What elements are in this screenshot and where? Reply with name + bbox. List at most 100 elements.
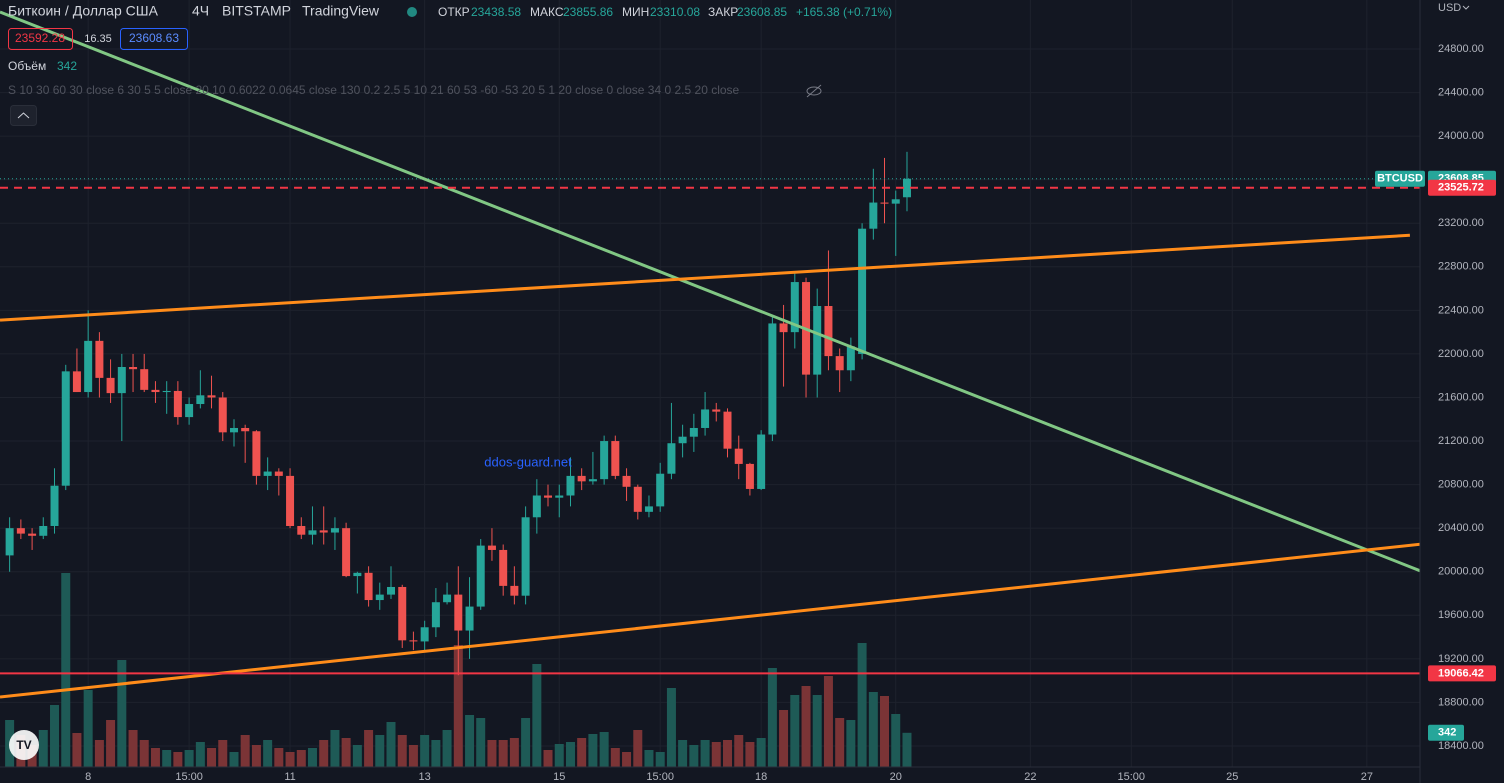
- y-tick-label: 24000.00: [1438, 130, 1484, 142]
- candle-body: [28, 533, 37, 536]
- volume-bar: [251, 745, 261, 767]
- candle-body: [229, 427, 238, 433]
- volume-bar: [532, 664, 542, 767]
- hide-icon[interactable]: [806, 84, 822, 98]
- volume-bar: [689, 745, 699, 767]
- candle-body: [813, 306, 822, 375]
- candle-body: [566, 475, 575, 496]
- volume-bar: [835, 718, 845, 767]
- candle-body: [398, 586, 407, 641]
- volume-bar: [846, 720, 856, 767]
- candle-body: [218, 397, 227, 433]
- y-tick-label: 18800.00: [1438, 696, 1484, 708]
- level-label: 23525.72: [1438, 182, 1484, 194]
- candle-body: [611, 441, 620, 476]
- candle-body: [790, 282, 799, 333]
- volume-bar: [622, 752, 632, 767]
- volume-bar: [352, 745, 362, 767]
- volume-bar: [880, 696, 890, 767]
- candle-body: [633, 486, 642, 512]
- y-tick-label: 18400.00: [1438, 740, 1484, 752]
- candle-body: [319, 530, 328, 533]
- logo[interactable]: [9, 730, 39, 760]
- candle-body: [387, 586, 396, 595]
- candle-body: [106, 377, 115, 394]
- candle-body: [420, 627, 429, 642]
- volume-bar: [229, 752, 239, 767]
- candle-body: [263, 471, 272, 476]
- candle-body: [577, 475, 586, 482]
- ask[interactable]: 23608.63: [129, 31, 179, 45]
- trend-line: [0, 233, 1410, 322]
- candle-body: [521, 517, 530, 596]
- volume-bar: [509, 738, 519, 767]
- y-tick-label: 19200.00: [1438, 653, 1484, 665]
- volume-bar: [577, 738, 587, 767]
- candle-body: [891, 199, 900, 204]
- indicator: S 10 30 60 30 close 6 30 5 5 close 20 10…: [8, 83, 740, 97]
- candle-body: [95, 340, 104, 378]
- candle-body: [140, 369, 149, 390]
- volume-bar: [453, 645, 463, 767]
- x-tick-label: 27: [1361, 771, 1373, 783]
- candle-body: [588, 479, 597, 482]
- candle-body: [510, 585, 519, 596]
- y-tick-label: 21600.00: [1438, 391, 1484, 403]
- volume-bar: [521, 718, 531, 767]
- ticker-label: BTCUSD: [1377, 173, 1423, 185]
- candle-body: [779, 323, 788, 333]
- candle-body: [712, 409, 721, 412]
- close-value: 23608.85: [737, 5, 787, 19]
- open-label: ОТКР: [438, 5, 470, 19]
- candle-body: [50, 485, 59, 526]
- candle-body: [241, 427, 250, 432]
- volume-bar: [465, 715, 475, 767]
- y-tick-label: 24800.00: [1438, 43, 1484, 55]
- volume-bar: [83, 690, 93, 767]
- volume-bar: [364, 730, 374, 767]
- low-label: МИН: [622, 5, 649, 19]
- candle-body: [689, 427, 698, 437]
- collapse-button[interactable]: [10, 105, 37, 126]
- y-tick-label: 24400.00: [1438, 86, 1484, 98]
- bid[interactable]: 23592.28: [15, 31, 65, 45]
- y-tick-label: 22400.00: [1438, 304, 1484, 316]
- candle-body: [443, 594, 452, 603]
- candle-body: [39, 525, 48, 536]
- candle-body: [902, 178, 911, 198]
- volume-bar: [644, 750, 654, 767]
- volume-bar: [633, 730, 643, 767]
- volume-bar: [218, 740, 228, 767]
- volume-tag-label: 342: [1438, 727, 1456, 739]
- ask-box[interactable]: [120, 28, 188, 50]
- candle-body: [84, 340, 93, 393]
- x-tick-label: 15: [553, 771, 565, 783]
- candle-body: [364, 572, 373, 601]
- volume-bar: [38, 730, 48, 767]
- candle-body: [476, 545, 485, 607]
- bid-box[interactable]: [8, 28, 73, 50]
- x-tick-label: 15:00: [1118, 771, 1146, 783]
- volume-bar: [307, 748, 317, 767]
- volume-bar: [857, 643, 867, 767]
- candle-body: [454, 594, 463, 631]
- candle-body: [499, 549, 508, 586]
- volume-bar: [341, 738, 351, 767]
- candle-body: [274, 471, 283, 476]
- candle-body: [375, 594, 384, 601]
- currency[interactable]: USD: [1438, 2, 1461, 14]
- legend-header: Биткоин / Доллар США 4Ч BITSTAMP Trading…: [8, 2, 1470, 760]
- volume-bar: [330, 730, 340, 767]
- volume-bar: [891, 714, 901, 767]
- volume-bar: [700, 740, 710, 767]
- volume-bar: [162, 750, 172, 767]
- logo-mark: TV: [16, 738, 31, 752]
- volume-bar: [139, 740, 149, 767]
- volume-bar: [801, 686, 811, 767]
- candle-body: [308, 530, 317, 535]
- interval: 4Ч: [192, 3, 209, 19]
- candle-body: [734, 448, 743, 464]
- high-label: МАКС: [530, 5, 564, 19]
- volume-bar: [263, 740, 273, 767]
- level-tag: [1428, 665, 1496, 682]
